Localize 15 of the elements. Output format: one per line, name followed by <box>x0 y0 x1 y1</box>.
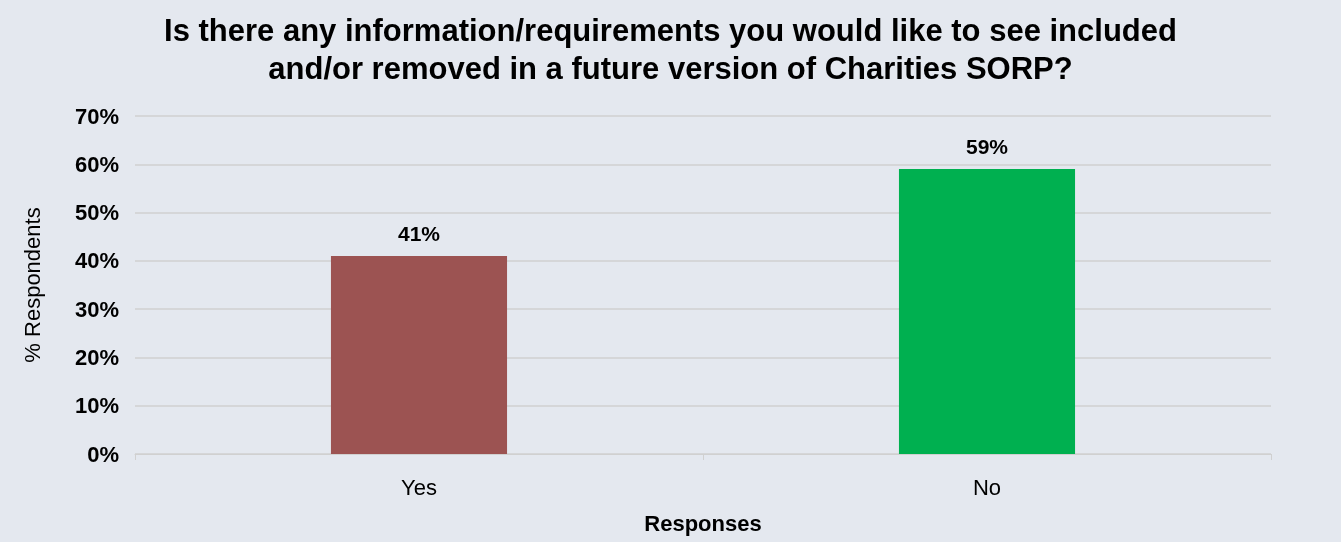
y-tick-label: 70% <box>74 103 119 129</box>
chart-title: Is there any information/requirements you would like to see included and/or removed in a future version of Charities SORP? <box>164 12 1177 86</box>
y-axis-title: % Respondents <box>19 207 45 363</box>
y-tick-label: 50% <box>74 200 119 226</box>
x-tick-label: No <box>972 474 1002 500</box>
y-tick-label: 10% <box>74 393 119 419</box>
y-tick-label: 40% <box>74 248 119 274</box>
x-axis-title: Responses <box>644 510 762 536</box>
data-label: 59% <box>965 135 1009 159</box>
y-tick-label: 30% <box>74 296 119 322</box>
x-tick-label: Yes <box>401 474 437 500</box>
y-tick-label: 0% <box>87 441 119 467</box>
y-tick-label: 60% <box>74 151 119 177</box>
y-tick-label: 20% <box>74 344 119 370</box>
data-label: 41% <box>397 222 441 246</box>
